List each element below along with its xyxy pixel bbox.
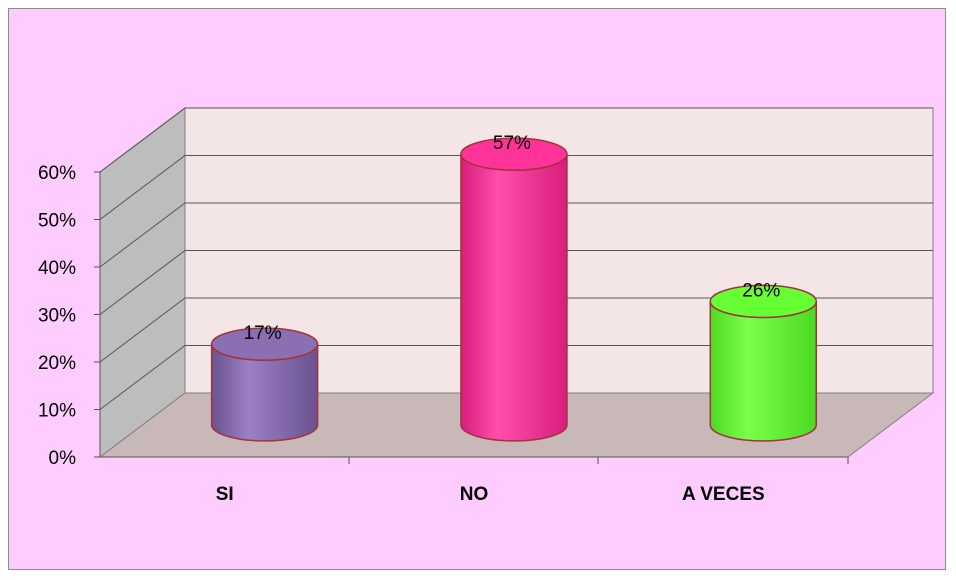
gridline	[99, 107, 933, 173]
x-axis-categories: SI NO A VECES	[216, 484, 765, 505]
y-tick-label: 20%	[38, 353, 76, 374]
bar-top	[709, 284, 818, 319]
bar-top	[210, 327, 319, 361]
y-tick-label: 60%	[38, 163, 76, 184]
gridline	[99, 297, 933, 363]
bar-body	[460, 154, 568, 442]
y-tick-label: 0%	[49, 448, 77, 469]
axis	[94, 171, 849, 464]
data-label: 26%	[742, 280, 780, 301]
gridline	[99, 345, 933, 410]
bar-no	[460, 137, 568, 442]
gridline	[99, 250, 933, 315]
gridline	[99, 202, 933, 268]
gridline	[99, 155, 933, 220]
category-label: SI	[216, 484, 234, 505]
y-tick-label: 50%	[38, 211, 76, 232]
y-tick-label: 10%	[38, 401, 76, 422]
y-tick-label: 40%	[38, 258, 76, 279]
data-label: 17%	[244, 323, 282, 344]
bar-a-veces	[709, 284, 818, 442]
bar-body	[709, 301, 818, 442]
category-label: A VECES	[682, 484, 765, 505]
bar-si	[210, 327, 319, 442]
gridlines	[99, 107, 933, 410]
category-label: NO	[460, 484, 489, 505]
y-tick-label: 30%	[38, 306, 76, 327]
bar-top	[460, 137, 568, 171]
data-label: 57%	[493, 133, 531, 154]
bars	[210, 137, 818, 442]
data-labels: 17% 57% 26%	[244, 133, 781, 344]
y-axis-ticks: 0% 10% 20% 30% 40% 50% 60%	[38, 163, 76, 469]
